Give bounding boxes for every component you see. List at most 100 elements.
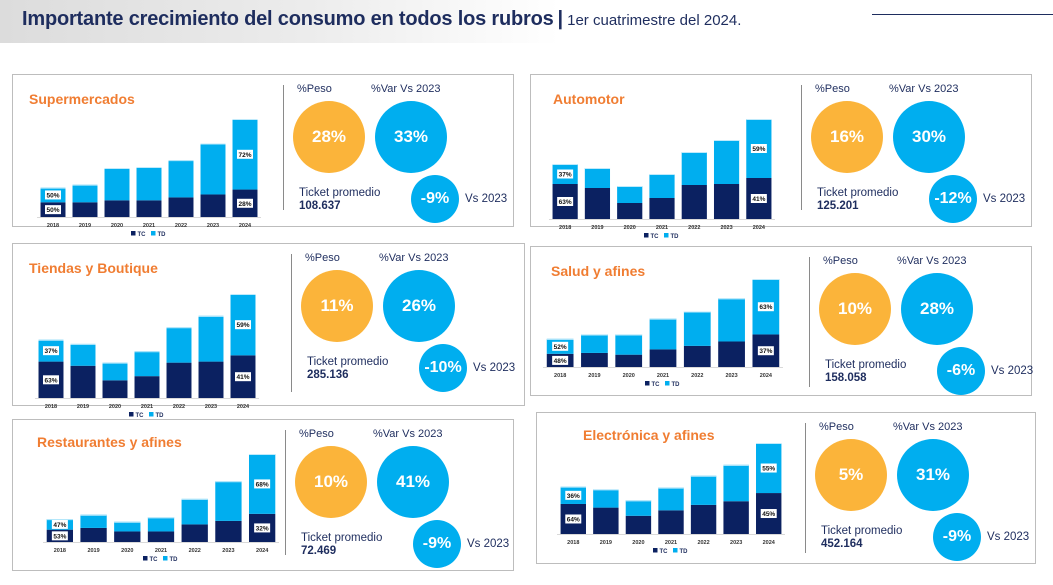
- data-label-bg: [51, 531, 68, 541]
- peso-label: %Peso: [819, 421, 854, 433]
- bar-tc-2022: [181, 524, 208, 542]
- x-tick-label: 2018: [45, 404, 57, 410]
- stacked-bar-chart: 2018 48% 52% 2019 2020 2021 2022 2023 2024 37% 63%…: [543, 275, 783, 388]
- legend-swatch-td: [149, 412, 154, 417]
- bar-td-2021: [136, 167, 162, 201]
- bar-td-2020: [104, 168, 130, 201]
- bar-tc-2020: [114, 531, 141, 542]
- data-label-tc-2018: 48%: [554, 358, 567, 365]
- chart-svg: 2018 64% 36% 2019 2020 2021 2022 2023 2024 45% 55%…: [557, 443, 785, 555]
- x-tick-label: 2023: [222, 548, 234, 554]
- ticket-value: 158.058: [825, 372, 867, 384]
- chart-svg: 2018 63% 37% 2019 2020 2021 2022 2023 2024 41% 59%…: [549, 119, 775, 240]
- var-label: %Var Vs 2023: [889, 83, 959, 95]
- legend-swatch-tc: [644, 233, 649, 238]
- x-tick-label: 2020: [623, 373, 635, 379]
- bar-tc-2022: [168, 197, 194, 217]
- bar-td-2021: [649, 174, 675, 198]
- legend-label-td: TD: [680, 549, 689, 555]
- legend-swatch-td: [673, 548, 678, 553]
- x-tick-label: 2019: [79, 223, 91, 229]
- bar-td-2023: [200, 143, 226, 195]
- data-label-td-2018: 37%: [559, 172, 572, 179]
- bar-td-2022: [681, 152, 707, 185]
- bar-tc-2021: [649, 198, 675, 219]
- data-label-bg: [557, 169, 574, 179]
- x-tick-label: 2023: [725, 373, 737, 379]
- data-label-bg: [557, 197, 574, 206]
- x-tick-label: 2023: [730, 540, 742, 546]
- header-rule: [872, 14, 1053, 15]
- x-tick-label: 2021: [155, 548, 167, 554]
- bar-tc-2021: [134, 376, 160, 398]
- legend-label-tc: TC: [150, 557, 159, 563]
- var-circle: 41%: [377, 446, 449, 518]
- bar-td-2022: [683, 311, 711, 346]
- x-tick-label: 2018: [554, 373, 566, 379]
- x-tick-label: 2024: [760, 373, 773, 379]
- legend-label-td: TD: [671, 234, 680, 240]
- bar-td-2022: [181, 498, 208, 525]
- x-tick-label: 2024: [237, 404, 250, 410]
- data-label-bg: [565, 514, 582, 524]
- peso-label: %Peso: [299, 428, 334, 440]
- peso-label: %Peso: [823, 255, 858, 267]
- x-tick-label: 2018: [559, 225, 571, 231]
- chart-svg: 2018 50% 50% 2019 2020 2021 2022 2023 2024 28% 72%…: [37, 119, 261, 238]
- x-tick-label: 2022: [175, 223, 187, 229]
- x-tick-label: 2023: [720, 225, 732, 231]
- ticket-value: 125.201: [817, 200, 859, 212]
- bar-td-2023: [198, 315, 224, 362]
- chart-legend: TC TD: [644, 233, 679, 240]
- stacked-bar-chart: 2018 64% 36% 2019 2020 2021 2022 2023 2024 45% 55%…: [557, 439, 785, 555]
- bar-tc-2019: [72, 202, 98, 217]
- x-tick-label: 2019: [77, 404, 89, 410]
- title-separator: |: [557, 8, 564, 30]
- legend-label-tc: TC: [660, 549, 669, 555]
- data-label-bg: [750, 194, 767, 203]
- x-tick-label: 2022: [688, 225, 700, 231]
- x-tick-label: 2022: [697, 540, 709, 546]
- category-panel: Restaurantes y afines 2018 53% 47% 2019 2020 2…: [12, 419, 514, 571]
- ticket-var-circle: -9%: [411, 175, 459, 223]
- data-label-tc-2024: 37%: [759, 348, 772, 355]
- bar-tc-2019: [593, 507, 619, 534]
- data-label-tc-2018: 63%: [559, 199, 572, 206]
- ticket-label: Ticket promedio: [301, 532, 383, 544]
- data-label-tc-2018: 64%: [567, 516, 580, 523]
- data-label-bg: [760, 509, 777, 519]
- legend-swatch-td: [151, 231, 156, 236]
- bar-tc-2023: [713, 184, 740, 219]
- bar-tc-2022: [690, 504, 717, 534]
- ticket-value: 452.164: [821, 538, 863, 550]
- chart-svg: 2018 63% 37% 2019 2020 2021 2022 2023 2024 41% 59%…: [35, 294, 259, 419]
- x-tick-label: 2019: [87, 548, 99, 554]
- x-tick-label: 2018: [54, 548, 66, 554]
- header-band: [0, 0, 560, 43]
- ticket-var-circle: -9%: [413, 520, 461, 568]
- var-label: %Var Vs 2023: [897, 255, 967, 267]
- x-tick-label: 2021: [143, 223, 155, 229]
- bar-tc-2023: [198, 361, 224, 398]
- data-label-bg: [750, 144, 767, 153]
- x-tick-label: 2021: [656, 225, 668, 231]
- bar-tc-2023: [718, 341, 745, 367]
- bar-td-2019: [72, 184, 98, 203]
- bar-tc-2019: [80, 527, 107, 542]
- bar-td-2020: [114, 521, 141, 532]
- ticket-var-circle: -12%: [929, 175, 977, 223]
- category-panel: Electrónica y afines 2018 64% 36% 2019 2020 20…: [536, 412, 1036, 564]
- panel-divider: [809, 257, 810, 387]
- legend-swatch-tc: [129, 412, 134, 417]
- legend-label-tc: TC: [136, 413, 145, 419]
- panel-title: Tiendas y Boutique: [29, 260, 158, 276]
- data-label-bg: [45, 205, 61, 215]
- x-tick-label: 2022: [189, 548, 201, 554]
- panel-title: Salud y afines: [551, 263, 646, 279]
- bar-td-2020: [615, 334, 643, 355]
- stacked-bar-chart: 2018 53% 47% 2019 2020 2021 2022 2023 2024 32% 68%…: [43, 450, 279, 563]
- var-label: %Var Vs 2023: [371, 83, 441, 95]
- legend-swatch-tc: [645, 381, 650, 386]
- vs-2023-label: Vs 2023: [987, 531, 1030, 543]
- data-label-tc-2024: 28%: [238, 201, 251, 208]
